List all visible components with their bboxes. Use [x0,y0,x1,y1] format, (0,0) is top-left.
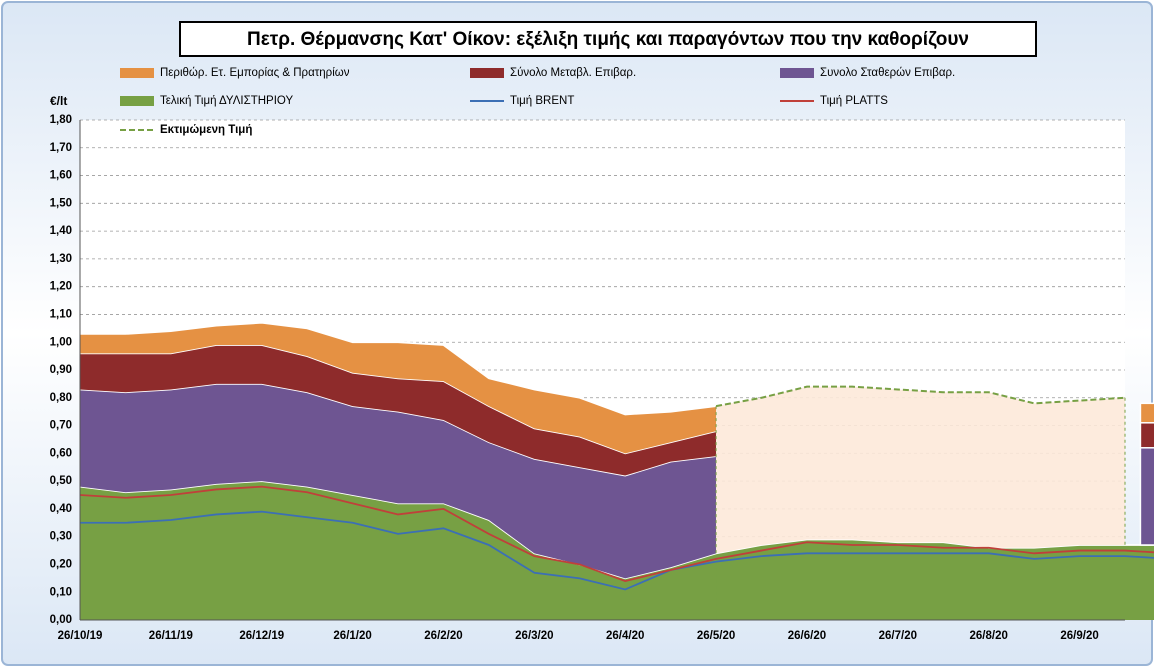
line [80,510,1154,591]
stacked-block [1139,402,1154,424]
stacked-area [80,345,717,476]
y-tick-label: 0,30 [50,531,72,543]
x-tick-label: 26/3/20 [515,630,553,642]
y-tick-label: 0,90 [50,364,72,376]
stacked-area [80,322,717,454]
x-tick-label: 26/1/20 [333,630,371,642]
y-tick-label: 1,50 [50,197,72,209]
legend-label: Συνολο Σταθερών Επιβαρ. [820,67,955,79]
y-tick-label: 1,30 [50,253,72,265]
legend-label: Σύνολο Μεταβλ. Επιβαρ. [510,67,636,79]
forecast-line [715,385,1126,408]
line [79,485,1154,583]
y-tick-label: 0,60 [50,447,72,459]
legend-swatch [120,96,154,106]
x-tick-label: 26/10/19 [58,630,103,642]
x-tick-label: 26/12/19 [239,630,284,642]
x-tick-label: 26/9/20 [1060,630,1098,642]
legend-swatch [780,68,814,78]
y-tick-label: 1,20 [50,281,72,293]
legend-label: Τιμή BRENT [510,95,574,107]
x-tick-label: 26/7/20 [879,630,917,642]
stacked-block [1139,422,1154,449]
chart-title: Πετρ. Θέρμανσης Κατ' Οίκον: εξέλιξη τιμή… [247,29,969,50]
title-box [179,21,1037,57]
y-tick-label: 0,10 [50,586,72,598]
legend-label: Τελική Τιμή ΔΥΛΙΣΤΗΡΙΟΥ [160,95,293,107]
x-tick-label: 26/2/20 [424,630,462,642]
y-tick-label: 1,40 [50,225,72,237]
stacked-block [1139,447,1154,546]
area-edge [80,321,717,416]
forecast-region [716,386,1125,554]
legend-swatch [470,68,504,78]
y-tick-label: 1,60 [50,170,72,182]
y-axis-label: €/lt [50,94,67,108]
y-tick-label: 1,70 [50,142,72,154]
y-tick-label: 1,10 [50,308,72,320]
legend-swatch [120,68,154,78]
x-tick-label: 26/6/20 [788,630,826,642]
y-tick-label: 0,80 [50,392,72,404]
y-tick-label: 0,20 [50,558,72,570]
y-tick-label: 1,80 [50,114,72,126]
y-tick-label: 0,00 [50,614,72,626]
x-tick-label: 26/11/19 [149,630,193,642]
y-tick-label: 0,40 [50,503,72,515]
stacked-area [80,481,1154,620]
x-tick-label: 26/8/20 [970,630,1008,642]
stacked-area [80,383,717,579]
x-tick-label: 26/5/20 [697,630,735,642]
y-tick-label: 0,50 [50,475,72,487]
legend-label: Τιμή PLATTS [820,95,888,107]
x-tick-label: 26/4/20 [606,630,644,642]
legend-label: Περιθώρ. Ετ. Εμπορίας & Πρατηρίων [160,67,350,79]
y-tick-label: 1,00 [50,336,72,348]
legend-label: Εκτιμώμενη Τιμή [160,124,252,136]
y-tick-label: 0,70 [50,420,72,432]
